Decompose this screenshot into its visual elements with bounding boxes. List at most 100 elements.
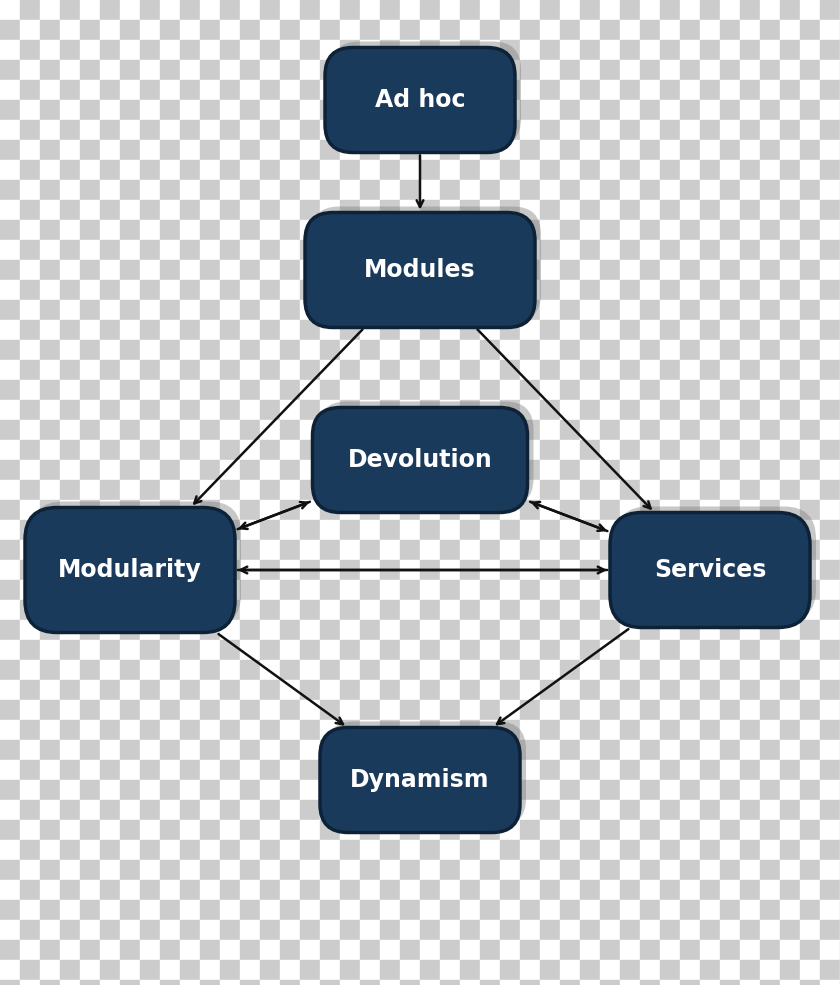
Bar bbox=[740, 780, 760, 800]
Bar bbox=[400, 380, 420, 400]
Bar bbox=[180, 200, 200, 220]
Bar bbox=[360, 920, 380, 940]
Bar bbox=[660, 580, 680, 600]
Bar bbox=[580, 180, 600, 200]
Bar bbox=[660, 280, 680, 300]
Bar bbox=[580, 80, 600, 100]
Bar bbox=[280, 300, 300, 320]
Bar bbox=[240, 680, 260, 700]
Bar bbox=[120, 280, 140, 300]
Bar bbox=[280, 980, 300, 985]
Bar bbox=[460, 760, 480, 780]
Bar bbox=[380, 0, 400, 20]
Bar bbox=[740, 940, 760, 960]
Bar bbox=[540, 880, 560, 900]
Bar bbox=[500, 420, 520, 440]
Bar bbox=[520, 0, 540, 20]
Bar bbox=[280, 560, 300, 580]
Bar bbox=[220, 320, 240, 340]
Bar bbox=[80, 980, 100, 985]
Bar bbox=[280, 540, 300, 560]
Bar bbox=[740, 360, 760, 380]
Bar bbox=[600, 500, 620, 520]
Bar bbox=[360, 460, 380, 480]
Bar bbox=[500, 540, 520, 560]
Bar bbox=[660, 200, 680, 220]
Bar bbox=[300, 620, 320, 640]
Bar bbox=[380, 160, 400, 180]
Bar bbox=[60, 640, 80, 660]
Bar bbox=[420, 620, 440, 640]
Bar bbox=[600, 700, 620, 720]
Bar bbox=[820, 660, 840, 680]
Bar bbox=[720, 960, 740, 980]
Bar bbox=[60, 540, 80, 560]
Bar bbox=[300, 40, 320, 60]
Bar bbox=[460, 920, 480, 940]
Bar bbox=[580, 220, 600, 240]
Bar bbox=[780, 820, 800, 840]
Bar bbox=[440, 440, 460, 460]
Bar bbox=[180, 340, 200, 360]
Bar bbox=[100, 120, 120, 140]
Bar bbox=[200, 420, 220, 440]
Bar bbox=[320, 580, 340, 600]
Bar bbox=[360, 680, 380, 700]
Bar bbox=[460, 740, 480, 760]
Bar bbox=[500, 860, 520, 880]
Bar bbox=[440, 800, 460, 820]
Bar bbox=[360, 760, 380, 780]
Bar bbox=[340, 740, 360, 760]
FancyBboxPatch shape bbox=[312, 408, 528, 512]
Bar bbox=[700, 380, 720, 400]
Bar bbox=[540, 0, 560, 20]
Bar bbox=[820, 140, 840, 160]
Bar bbox=[160, 800, 180, 820]
Bar bbox=[820, 320, 840, 340]
Text: Services: Services bbox=[654, 558, 766, 582]
Bar bbox=[340, 300, 360, 320]
Bar bbox=[780, 920, 800, 940]
Bar bbox=[420, 500, 440, 520]
Bar bbox=[580, 440, 600, 460]
Bar bbox=[560, 460, 580, 480]
Bar bbox=[400, 220, 420, 240]
Bar bbox=[200, 180, 220, 200]
Bar bbox=[320, 160, 340, 180]
Bar bbox=[420, 760, 440, 780]
Bar bbox=[180, 660, 200, 680]
Bar bbox=[680, 220, 700, 240]
Bar bbox=[120, 900, 140, 920]
Bar bbox=[300, 140, 320, 160]
Bar bbox=[380, 540, 400, 560]
Bar bbox=[220, 660, 240, 680]
Bar bbox=[0, 80, 20, 100]
Bar bbox=[580, 620, 600, 640]
Bar bbox=[800, 920, 820, 940]
Bar bbox=[0, 540, 20, 560]
Bar bbox=[20, 80, 40, 100]
Bar bbox=[180, 320, 200, 340]
Bar bbox=[60, 720, 80, 740]
Bar bbox=[80, 300, 100, 320]
Bar bbox=[480, 240, 500, 260]
Bar bbox=[480, 460, 500, 480]
Bar bbox=[800, 200, 820, 220]
Bar bbox=[380, 180, 400, 200]
Bar bbox=[20, 760, 40, 780]
Bar bbox=[720, 440, 740, 460]
Bar bbox=[820, 340, 840, 360]
Bar bbox=[80, 120, 100, 140]
Bar bbox=[540, 800, 560, 820]
Bar bbox=[80, 660, 100, 680]
Bar bbox=[100, 0, 120, 20]
Bar bbox=[780, 460, 800, 480]
Bar bbox=[680, 160, 700, 180]
Bar bbox=[640, 780, 660, 800]
Bar bbox=[580, 60, 600, 80]
Bar bbox=[760, 740, 780, 760]
Bar bbox=[620, 940, 640, 960]
Bar bbox=[480, 360, 500, 380]
Bar bbox=[640, 420, 660, 440]
Bar bbox=[700, 660, 720, 680]
